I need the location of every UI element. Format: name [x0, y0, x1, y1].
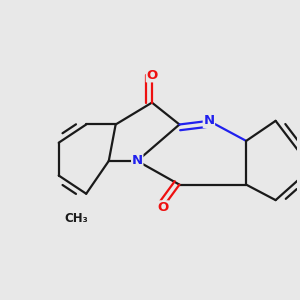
Text: O: O — [157, 201, 168, 214]
Text: N: N — [132, 154, 143, 167]
Text: N: N — [203, 114, 214, 127]
Text: CH₃: CH₃ — [64, 212, 88, 225]
Text: O: O — [146, 69, 158, 82]
